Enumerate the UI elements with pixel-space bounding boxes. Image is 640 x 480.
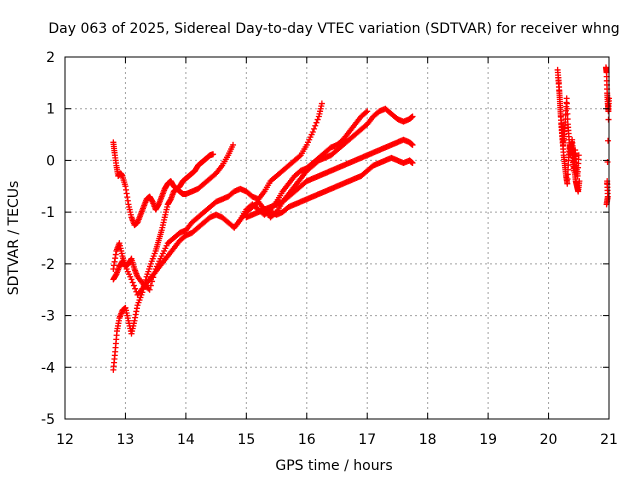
data-point [409, 113, 416, 120]
data-point [409, 141, 416, 148]
x-tick-label: 16 [298, 432, 316, 448]
grid-lines [65, 57, 609, 419]
y-tick-label: 0 [46, 153, 55, 169]
y-axis-label: SDTVAR / TECUs [6, 181, 22, 296]
data-point [604, 158, 611, 165]
data-point [147, 282, 154, 289]
x-tick-label: 17 [358, 432, 376, 448]
data-point [563, 95, 570, 102]
series-3 [110, 100, 325, 293]
plot-frame [64, 56, 610, 420]
y-tick-label: -1 [41, 205, 55, 221]
data-point [146, 286, 153, 293]
y-tick-label: 1 [46, 102, 55, 118]
data-point [564, 105, 571, 112]
data-points [110, 64, 612, 373]
data-point [363, 109, 370, 116]
series-6 [243, 136, 416, 221]
axis-ticks [64, 56, 610, 420]
y-tick-label: -2 [41, 257, 55, 273]
data-point [296, 153, 303, 160]
x-tick-label: 14 [177, 432, 195, 448]
data-point [563, 100, 570, 107]
y-tick-label: -3 [41, 309, 55, 325]
series-7 [267, 154, 416, 218]
data-point [564, 116, 571, 123]
y-tick-label: -4 [41, 360, 55, 376]
data-point [309, 128, 316, 135]
x-tick-label: 15 [237, 432, 255, 448]
series-9 [555, 74, 582, 179]
x-tick-labels: 12 13 14 15 16 17 18 19 20 21 [56, 432, 618, 448]
data-point [364, 108, 371, 115]
x-tick-label: 13 [117, 432, 135, 448]
series-2 [110, 139, 237, 229]
series-10 [602, 64, 612, 208]
x-axis-label: GPS time / hours [275, 458, 392, 474]
data-point [128, 276, 135, 283]
data-point [313, 119, 320, 126]
data-point [230, 141, 237, 148]
data-point [210, 151, 217, 158]
data-point [145, 285, 152, 292]
x-tick-label: 18 [419, 432, 437, 448]
x-tick-label: 20 [540, 432, 558, 448]
data-point [132, 285, 139, 292]
data-point [129, 279, 136, 286]
y-tick-label: 2 [46, 50, 55, 66]
data-point [312, 122, 319, 129]
y-tick-labels: -5 -4 -3 -2 -1 0 1 2 [41, 50, 55, 428]
x-tick-label: 19 [479, 432, 497, 448]
data-point [605, 137, 612, 144]
data-point [311, 125, 318, 132]
chart-title: Day 063 of 2025, Sidereal Day-to-day VTE… [48, 21, 619, 37]
data-point [575, 152, 582, 159]
x-tick-label: 12 [56, 432, 74, 448]
series-1 [110, 151, 217, 373]
data-point [409, 160, 416, 167]
data-point [318, 100, 325, 107]
data-point [314, 116, 321, 123]
y-tick-label: -5 [41, 412, 55, 428]
data-point [130, 282, 137, 289]
data-point [564, 110, 571, 117]
data-point [576, 178, 583, 185]
x-tick-label: 21 [600, 432, 618, 448]
